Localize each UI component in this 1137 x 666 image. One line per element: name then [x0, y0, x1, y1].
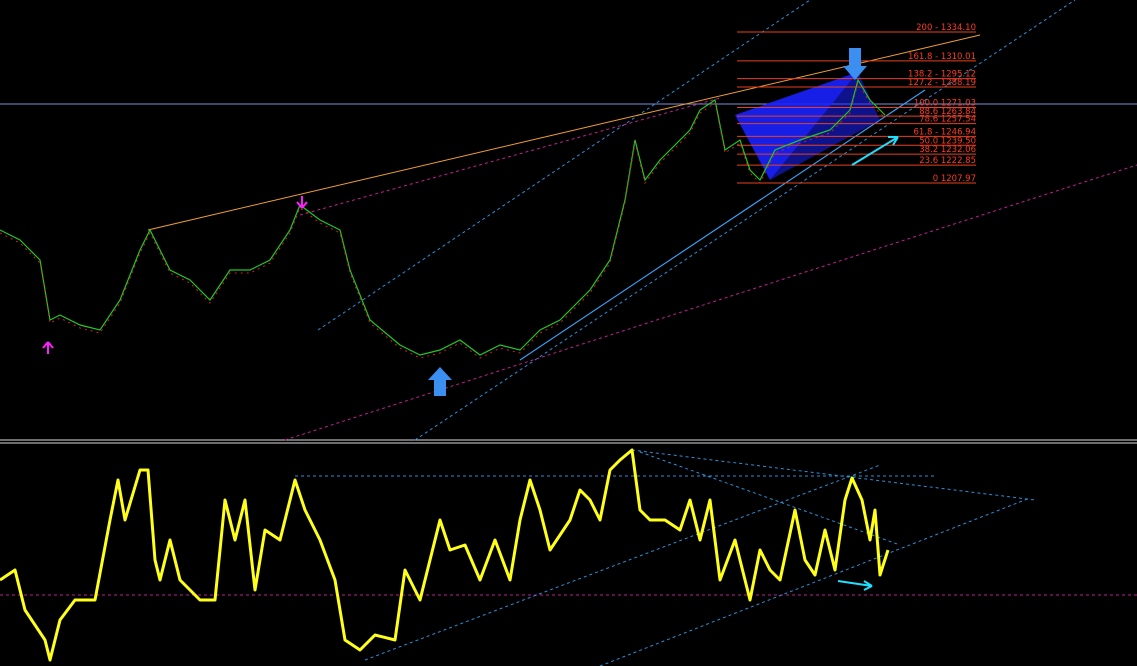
fib-label: 100.0 1271.03 — [914, 99, 976, 109]
down-marker — [296, 196, 308, 209]
sell-arrow — [843, 48, 867, 80]
trend-arrow — [837, 580, 873, 591]
channel-line — [317, 0, 811, 331]
fib-label: 78.6 1257.54 — [919, 115, 976, 125]
fib-label: 50.0 1239.50 — [919, 136, 976, 146]
fib-label: 200 - 1334.10 — [916, 23, 976, 33]
oscillator-line — [0, 448, 890, 662]
channel-line — [284, 164, 1137, 441]
signal-arrows — [42, 48, 899, 591]
fib-label: 23.6 1222.85 — [919, 156, 976, 166]
buy-arrow — [428, 367, 452, 396]
price-line — [0, 78, 886, 356]
trend-arrow — [851, 136, 899, 166]
channel-line — [414, 0, 1076, 441]
price-line — [0, 81, 886, 359]
trend-lines — [147, 0, 1137, 666]
fib-label: 0 1207.97 — [933, 174, 976, 184]
osc-line — [599, 497, 1031, 666]
fibonacci-levels: 200 - 1334.10 161.8 - 1310.01 138.2 - 1295… — [737, 23, 976, 184]
osc-line — [631, 449, 1036, 501]
harmonic-pattern — [735, 72, 858, 180]
fib-label: 138.2 - 1295.12 — [908, 70, 976, 80]
up-marker — [42, 341, 54, 354]
fib-label: 61.8 - 1246.94 — [913, 127, 976, 137]
osc-line — [639, 451, 901, 546]
support-line — [519, 89, 926, 361]
fib-label: 88.6 1263.84 — [919, 107, 976, 117]
fib-label: 161.8 - 1310.01 — [908, 52, 976, 62]
channel-line — [299, 97, 721, 216]
fib-label: 38.2 1232.06 — [919, 145, 976, 155]
resistance-line — [147, 34, 981, 231]
fib-label: 127.2 - 1288.19 — [908, 78, 976, 88]
osc-line — [364, 464, 881, 661]
